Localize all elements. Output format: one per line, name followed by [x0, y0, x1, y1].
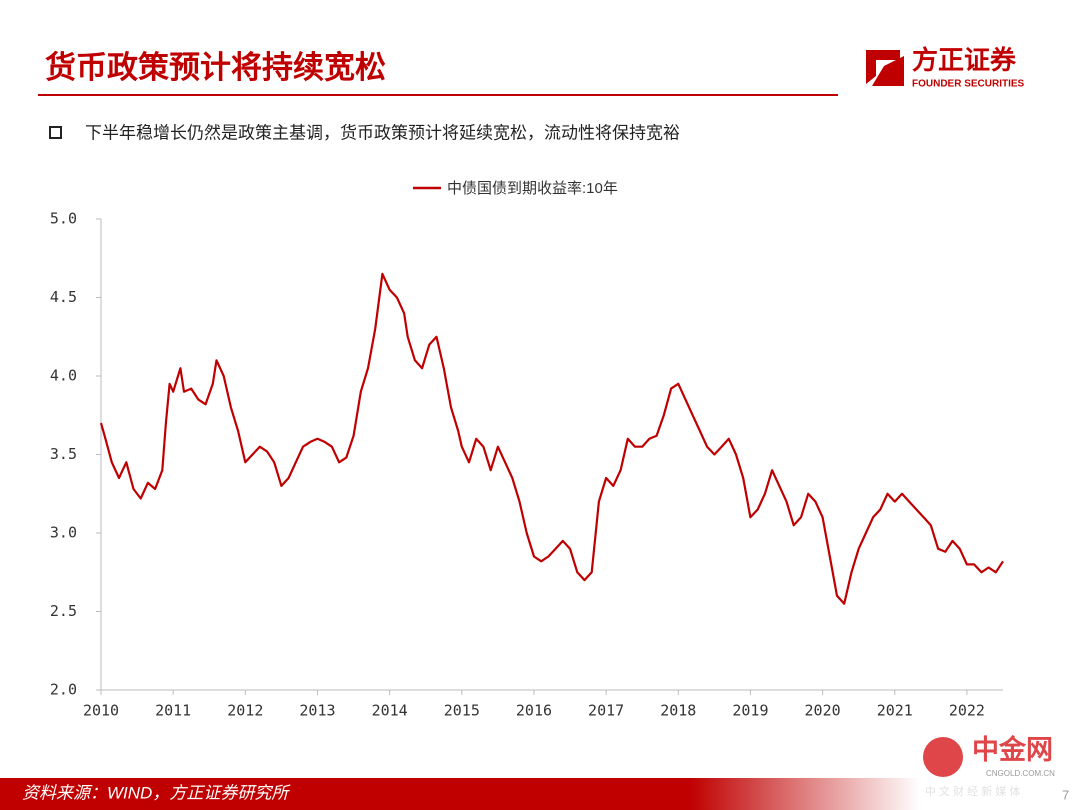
logo-mark	[872, 56, 904, 86]
plot: 2.0 2.5 3.0 3.5 4.0 4.5 5.0 2010 2011 2012 2013 201…	[50, 180, 1004, 720]
watermark: 中金网 CNGOLD.COM.CN 中 文 财 经 新 媒 体	[923, 734, 1055, 798]
watermark-site: CNGOLD.COM.CN	[986, 769, 1055, 778]
legend-label: 中债国债到期收益率:10年	[447, 180, 618, 197]
x-tick-label: 2020	[805, 702, 841, 720]
x-tick-label: 2018	[660, 702, 696, 720]
x-tick-label: 2013	[299, 702, 335, 720]
x-tick-label: 2015	[444, 702, 480, 720]
y-tick-label: 4.5	[50, 288, 77, 306]
x-tick-label: 2011	[155, 702, 191, 720]
y-tick-label: 5.0	[50, 210, 77, 228]
logo-name: 方正证券	[912, 45, 1017, 75]
bullet-text: 下半年稳增长仍然是政策主基调，货币政策预计将延续宽松，流动性将保持宽裕	[85, 123, 680, 142]
slide-title: 货币政策预计将持续宽松	[45, 50, 386, 85]
x-tick-label: 2010	[83, 702, 119, 720]
x-tick-label: 2016	[516, 702, 552, 720]
logo-subtitle: FOUNDER SECURITIES	[912, 79, 1025, 90]
x-tick-label: 2022	[949, 702, 985, 720]
logo: 方正证券 FOUNDER SECURITIES	[866, 45, 1025, 90]
series-line	[99, 272, 1004, 605]
bullet-box	[49, 126, 62, 139]
x-tick-label: 2021	[877, 702, 913, 720]
x-tick-label: 2014	[372, 702, 408, 720]
y-tick-label: 4.0	[50, 367, 77, 385]
logo-mark	[866, 50, 900, 84]
x-tick-label: 2019	[732, 702, 768, 720]
footer-bar	[0, 778, 920, 810]
watermark-icon	[923, 737, 963, 777]
y-tick-label: 3.5	[50, 445, 77, 463]
y-tick-label: 2.0	[50, 681, 77, 699]
y-tick-label: 2.5	[50, 602, 77, 620]
x-tick-label: 2017	[588, 702, 624, 720]
watermark-name: 中金网	[972, 734, 1053, 765]
y-tick-label: 3.0	[50, 524, 77, 542]
page-number: 7	[1062, 787, 1069, 802]
watermark-tagline: 中 文 财 经 新 媒 体	[925, 784, 1020, 798]
source-text: 资料来源：WIND，方正证券研究所	[22, 783, 291, 802]
x-tick-label: 2012	[227, 702, 263, 720]
